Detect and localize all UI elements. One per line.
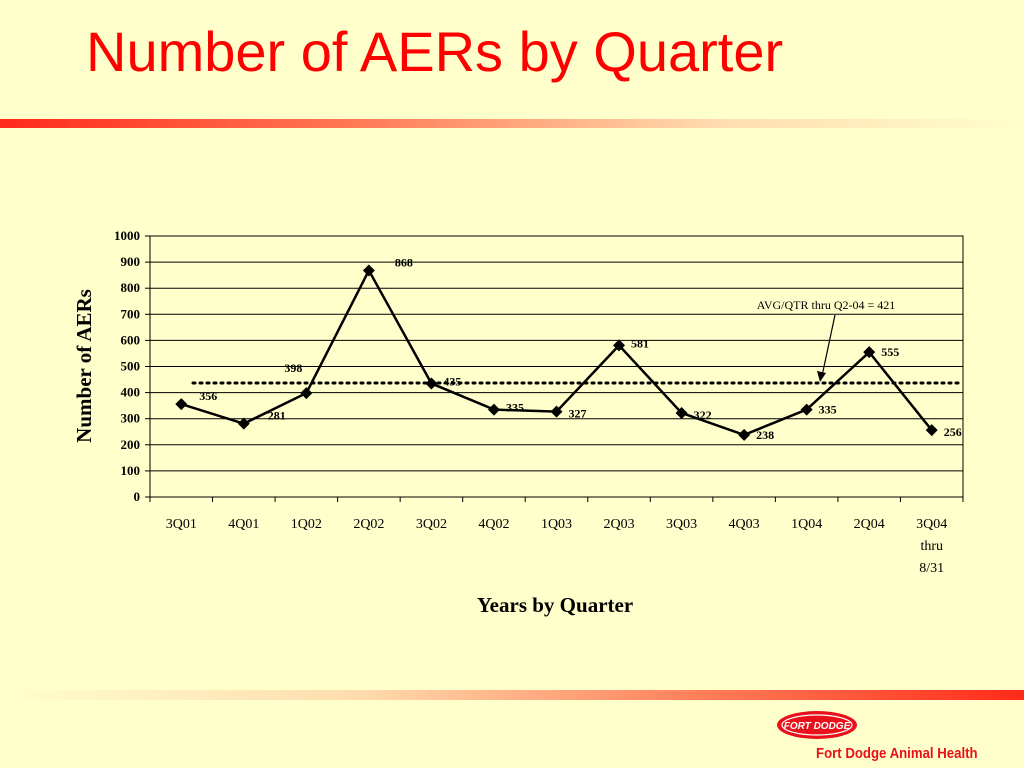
x-tick-label: 2Q04 xyxy=(854,517,885,532)
data-label: 322 xyxy=(694,408,712,422)
data-label: 555 xyxy=(881,345,899,359)
data-label: 327 xyxy=(569,407,587,421)
data-point-marker xyxy=(362,264,375,277)
company-name: Fort Dodge Animal Health xyxy=(816,745,978,762)
data-point-marker xyxy=(925,424,938,437)
data-label: 868 xyxy=(395,255,413,269)
data-label: 256 xyxy=(944,425,962,439)
y-tick-label: 1000 xyxy=(114,228,140,243)
data-label: 335 xyxy=(506,401,524,415)
x-tick-label: 1Q02 xyxy=(291,517,322,532)
data-label: 435 xyxy=(443,374,461,388)
x-tick-label: 3Q04 xyxy=(916,517,947,532)
y-tick-label: 100 xyxy=(121,463,141,478)
data-point-marker xyxy=(175,398,188,411)
x-axis-title: Years by Quarter xyxy=(477,593,633,617)
aers-line-chart: 0 100 200 300 400 500 600 700 800 900 1000 3Q01 4Q01… xyxy=(72,228,964,617)
data-point-marker xyxy=(800,403,813,416)
data-point-marker xyxy=(738,428,751,441)
y-tick-label: 400 xyxy=(121,385,141,400)
x-tick-label: 1Q04 xyxy=(791,517,822,532)
x-tick-label: 3Q03 xyxy=(666,517,697,532)
y-axis-title: Number of AERs xyxy=(72,289,96,443)
data-point-marker xyxy=(675,406,688,419)
data-label: 398 xyxy=(284,361,302,375)
data-label: 581 xyxy=(631,336,649,350)
data-point-marker xyxy=(300,387,313,400)
title-divider xyxy=(0,119,1024,128)
data-point-marker xyxy=(425,377,438,390)
data-point-marker xyxy=(863,346,876,359)
y-tick-label: 600 xyxy=(121,332,141,347)
data-label: 356 xyxy=(199,389,217,403)
x-tick-label: 4Q02 xyxy=(478,517,509,532)
y-tick-label: 300 xyxy=(121,411,141,426)
logo-badge-text: FORT DODGE xyxy=(784,721,851,732)
x-tick-label: 8/31 xyxy=(919,561,944,576)
data-point-marker xyxy=(487,403,500,416)
x-tick-label: 4Q01 xyxy=(228,517,259,532)
y-tick-label: 700 xyxy=(121,306,141,321)
data-point-marker xyxy=(550,405,563,418)
data-label: 238 xyxy=(756,428,774,442)
y-tick-label: 900 xyxy=(121,254,141,269)
x-tick-label: 2Q02 xyxy=(353,517,384,532)
x-tick-label: 2Q03 xyxy=(603,517,634,532)
x-tick-label: 3Q01 xyxy=(166,517,197,532)
x-tick-label: 1Q03 xyxy=(541,517,572,532)
y-tick-label: 0 xyxy=(134,489,141,504)
fort-dodge-logo: FORT DODGE xyxy=(777,711,857,739)
y-tick-label: 800 xyxy=(121,280,141,295)
x-tick-label: 4Q03 xyxy=(729,517,760,532)
average-reference-label: AVG/QTR thru Q2-04 = 421 xyxy=(757,298,896,312)
x-tick-label: 3Q02 xyxy=(416,517,447,532)
data-label: 281 xyxy=(268,409,286,423)
average-label-arrow-shaft xyxy=(821,314,836,377)
footer-divider xyxy=(0,690,1024,700)
data-label: 335 xyxy=(819,403,837,417)
y-tick-label: 200 xyxy=(121,437,141,452)
data-point-marker xyxy=(613,339,626,352)
slide-title: Number of AERs by Quarter xyxy=(86,20,784,83)
y-tick-label: 500 xyxy=(121,359,141,374)
data-point-marker xyxy=(237,417,250,430)
average-label-arrowhead xyxy=(817,371,826,382)
x-tick-label: thru xyxy=(920,539,943,554)
